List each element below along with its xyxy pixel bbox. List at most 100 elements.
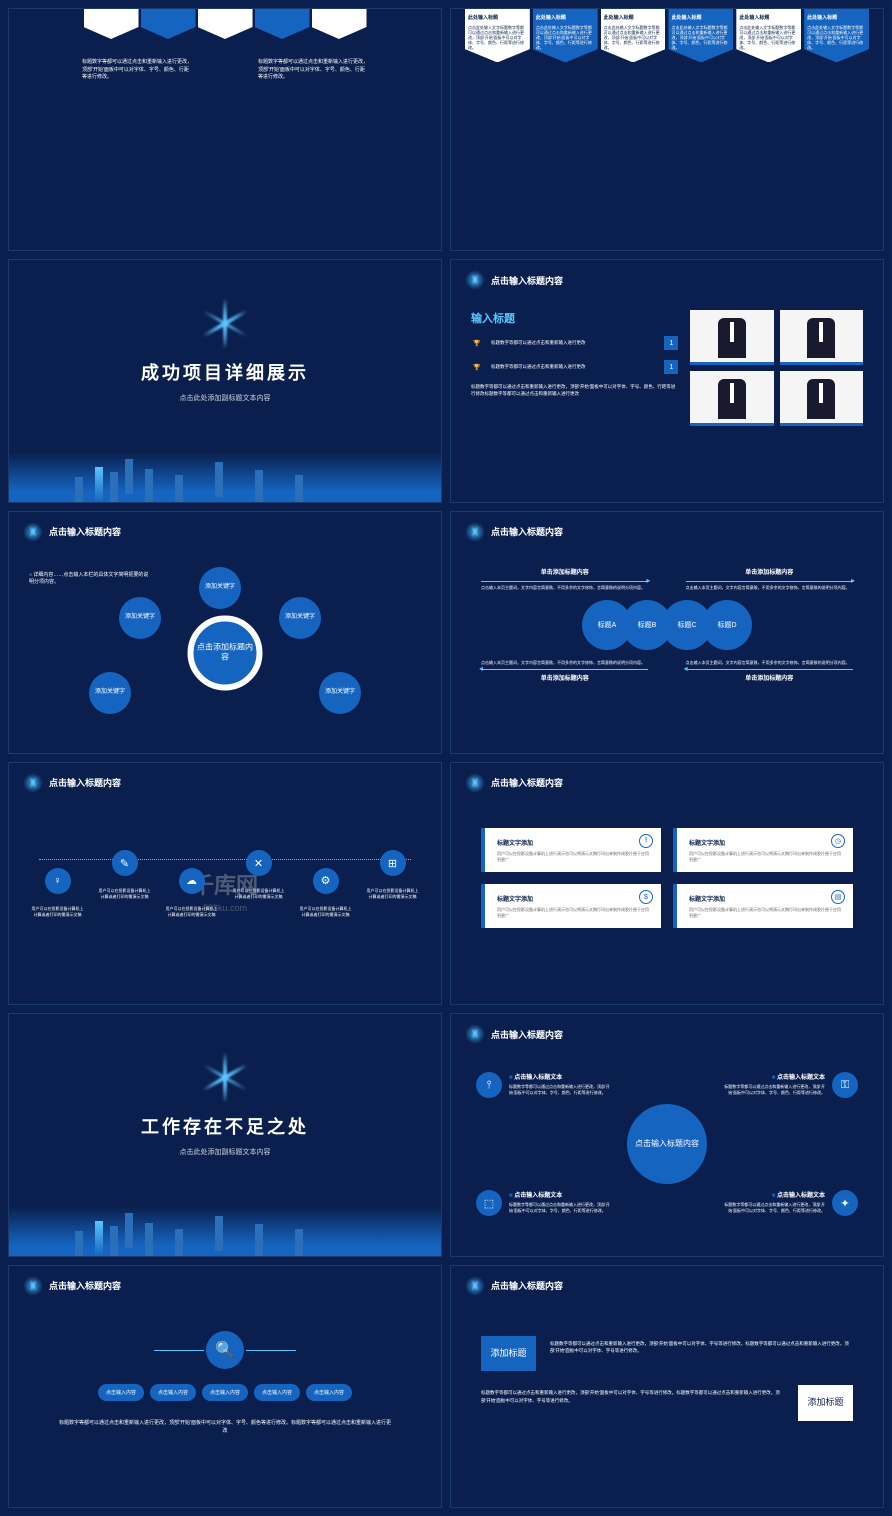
badge-icon: ✦ xyxy=(832,1190,858,1216)
column-text: 点击输入本页主题词，文字内容言简意赅，不用多余的文字修饰，言简意赅的说明分项内容… xyxy=(481,660,648,666)
section-title: 成功项目详细展示 xyxy=(141,359,309,385)
body-text: 标题数字等都可以通过点击和重新输入进行更改，顶部'开始'面板中可以对字体、字号、… xyxy=(82,59,192,82)
item-text: 用户可以在投影设备计算机上计算或者打印的需演示文稿 xyxy=(97,888,152,899)
pentagon-card: 此处输入标题点击此处输入文字标题数字等都可以通过点击和重新输入进行更改，顶部'开… xyxy=(804,9,869,62)
person-photo xyxy=(780,371,863,426)
description-text: 标题数字等都可以通过点击和重新输入进行更改，顶部'开始'面板中可以对字体、字号、… xyxy=(471,384,678,398)
item-text: 标题数字等都可以通过点击和重新输入进行更改 xyxy=(491,364,656,370)
slide-3-section: 成功项目详细展示 点击此处添加副标题文本内容 xyxy=(8,259,442,502)
slide-grid: 标题数字等都可以通过点击和重新输入进行更改，顶部'开始'面板中可以对字体、字号、… xyxy=(0,0,892,1516)
info-card: $标题文字添加用户可以在投影设备计算机上进行演示也可以将演示文稿打印出来制作成胶… xyxy=(481,884,661,928)
chart-icon: ⊞ xyxy=(380,850,406,876)
city-decoration xyxy=(9,452,441,502)
keyword-node: 添加关键字 xyxy=(89,672,131,714)
arrow-shape xyxy=(84,9,139,39)
flower-icon xyxy=(23,522,43,542)
gear-icon: ⚙ xyxy=(313,868,339,894)
key-icon: ⚿ xyxy=(832,1072,858,1098)
slide-10: 点击输入标题内容 点击输入标题内容 ⫯点击输入标题文本标题数字等都可以通过点击和… xyxy=(450,1013,884,1256)
card-text: 用户可以在投影设备计算机上进行演示也可以将演示文稿打印出来制作成胶片便于应用到更… xyxy=(689,851,841,862)
pentagon-card: 此处输入标题点击此处输入文字标题数字等都可以通过点击和重新输入进行更改，顶部'开… xyxy=(465,9,530,62)
item-text: 用户可以在投影设备计算机上计算或者打印的需演示文稿 xyxy=(231,888,286,899)
keyword-node: 添加关键字 xyxy=(199,567,241,609)
circle-label: 标题D xyxy=(702,600,752,650)
trophy-icon: 🏆 xyxy=(471,361,483,373)
slide-header: 点击输入标题内容 xyxy=(491,1279,563,1292)
column-title: 单击添加标题内容 xyxy=(481,673,648,682)
slide-2: 此处输入标题点击此处输入文字标题数字等都可以通过点击和重新输入进行更改，顶部'开… xyxy=(450,8,884,251)
slide-header: 点击输入标题内容 xyxy=(491,525,563,538)
center-node: 点击添加标题内容 xyxy=(188,615,263,690)
card-text: 用户可以在投影设备计算机上进行演示也可以将演示文稿打印出来制作成胶片便于应用到更… xyxy=(689,907,841,918)
item-text: 标题数字等都可以通过点击和重新输入进行更改，顶部'开始'面板中可以对字体、字号、… xyxy=(718,1084,825,1095)
pill-button: 点击输入内容 xyxy=(306,1384,352,1401)
column-title: 单击添加标题内容 xyxy=(686,673,853,682)
flower-decoration xyxy=(155,1026,295,1126)
section-subtitle: 点击此处添加副标题文本内容 xyxy=(141,393,309,403)
ruler-icon: ✎ xyxy=(112,850,138,876)
column-text: 点击输入本页主题词，文字内容言简意赅，不用多余的文字修饰，言简意赅的说明分项内容… xyxy=(686,660,853,666)
cloud-icon: ☁ xyxy=(179,868,205,894)
item-text: 用户可以在投影设备计算机上计算或者打印的需演示文稿 xyxy=(30,906,85,917)
arrow-row xyxy=(9,9,441,39)
slide-4: 点击输入标题内容 输入标题 🏆标题数字等都可以通过点击和重新输入进行更改1 🏆标… xyxy=(450,259,884,502)
body-text: 标题数字等都可以通过点击和重新输入进行更改，顶部'开始'面板中可以对字体、字号等… xyxy=(550,1336,853,1372)
slide-8: 点击输入标题内容 ⫯标题文字添加用户可以在投影设备计算机上进行演示也可以将演示文… xyxy=(450,762,884,1005)
card-text: 用户可以在投影设备计算机上进行演示也可以将演示文稿打印出来制作成胶片便于应用到更… xyxy=(497,851,649,862)
item-text: 标题数字等都可以通过点击和重新输入进行更改，顶部'开始'面板中可以对字体、字号、… xyxy=(718,1202,825,1213)
pill-button: 点击输入内容 xyxy=(254,1384,300,1401)
arrow-line xyxy=(481,581,648,582)
item-text: 标题数字等都可以通过点击和重新输入进行更改，顶部'开始'面板中可以对字体、字号、… xyxy=(509,1202,616,1213)
slide-5: 点击输入标题内容 详细内容……点击输入本栏的具体文字简明扼要的说明分项内容。 点… xyxy=(8,511,442,754)
slide-6: 点击输入标题内容 单击添加标题内容点击输入本页主题词，文字内容言简意赅，不用多余… xyxy=(450,511,884,754)
search-icon: 🔍 xyxy=(206,1331,244,1369)
chart-icon: ⫯ xyxy=(476,1072,502,1098)
center-circle: 点击输入标题内容 xyxy=(627,1104,707,1184)
arrow-shape xyxy=(312,9,367,39)
card-title: 标题文字添加 xyxy=(689,894,841,903)
arrow-shape xyxy=(141,9,196,39)
body-text: 标题数字等都可以通过点击和重新输入进行更改，顶部'开始'面板中可以对字体、字号等… xyxy=(481,1385,784,1421)
section-title: 工作存在不足之处 xyxy=(141,1113,309,1139)
flower-icon xyxy=(465,1024,485,1044)
flower-icon xyxy=(465,1276,485,1296)
column-text: 点击输入本页主题词，文字内容言简意赅，不用多余的文字修饰，言简意赅的说明分项内容… xyxy=(481,585,648,591)
item-text: 标题数字等都可以通过点击和重新输入进行更改，顶部'开始'面板中可以对字体、字号、… xyxy=(509,1084,616,1095)
city-decoration xyxy=(9,1206,441,1256)
flower-decoration xyxy=(155,272,295,372)
slide-header: 点击输入标题内容 xyxy=(49,1279,121,1292)
slide-1: 标题数字等都可以通过点击和重新输入进行更改，顶部'开始'面板中可以对字体、字号、… xyxy=(8,8,442,251)
slide-header: 点击输入标题内容 xyxy=(491,274,563,287)
slide-12: 点击输入标题内容 添加标题 标题数字等都可以通过点击和重新输入进行更改，顶部'开… xyxy=(450,1265,884,1508)
keyword-node: 添加关键字 xyxy=(319,672,361,714)
flower-icon xyxy=(23,1276,43,1296)
item-title: 点击输入标题文本 xyxy=(509,1072,616,1081)
tools-icon: ✕ xyxy=(246,850,272,876)
slide-header: 点击输入标题内容 xyxy=(49,776,121,789)
keyword-node: 添加关键字 xyxy=(119,597,161,639)
card-title: 标题文字添加 xyxy=(497,894,649,903)
trophy-icon: 🏆 xyxy=(471,337,483,349)
flower-icon xyxy=(465,773,485,793)
card-text: 用户可以在投影设备计算机上进行演示也可以将演示文稿打印出来制作成胶片便于应用到更… xyxy=(497,907,649,918)
slide-header: 点击输入标题内容 xyxy=(491,776,563,789)
card-title: 标题文字添加 xyxy=(689,838,841,847)
column-title: 单击添加标题内容 xyxy=(686,567,853,576)
info-card: ◷标题文字添加用户可以在投影设备计算机上进行演示也可以将演示文稿打印出来制作成胶… xyxy=(673,828,853,872)
keyword-node: 添加关键字 xyxy=(279,597,321,639)
speed-icon: ◷ xyxy=(831,834,845,848)
arrow-shape xyxy=(198,9,253,39)
flower-icon xyxy=(23,773,43,793)
person-photo xyxy=(690,371,773,426)
pentagon-card: 此处输入标题点击此处输入文字标题数字等都可以通过点击和重新输入进行更改，顶部'开… xyxy=(736,9,801,62)
arrow-shape xyxy=(255,9,310,39)
arrow-line xyxy=(481,669,648,670)
person-photo xyxy=(690,310,773,365)
arrow-line xyxy=(686,669,853,670)
column-text: 点击输入本页主题词，文字内容言简意赅，不用多余的文字修饰，言简意赅的说明分项内容… xyxy=(686,585,853,591)
bulb-icon: ♀ xyxy=(45,868,71,894)
content-title: 输入标题 xyxy=(471,310,678,326)
item-title: 点击输入标题文本 xyxy=(718,1072,825,1081)
card-title: 标题文字添加 xyxy=(497,838,649,847)
person-photo xyxy=(780,310,863,365)
